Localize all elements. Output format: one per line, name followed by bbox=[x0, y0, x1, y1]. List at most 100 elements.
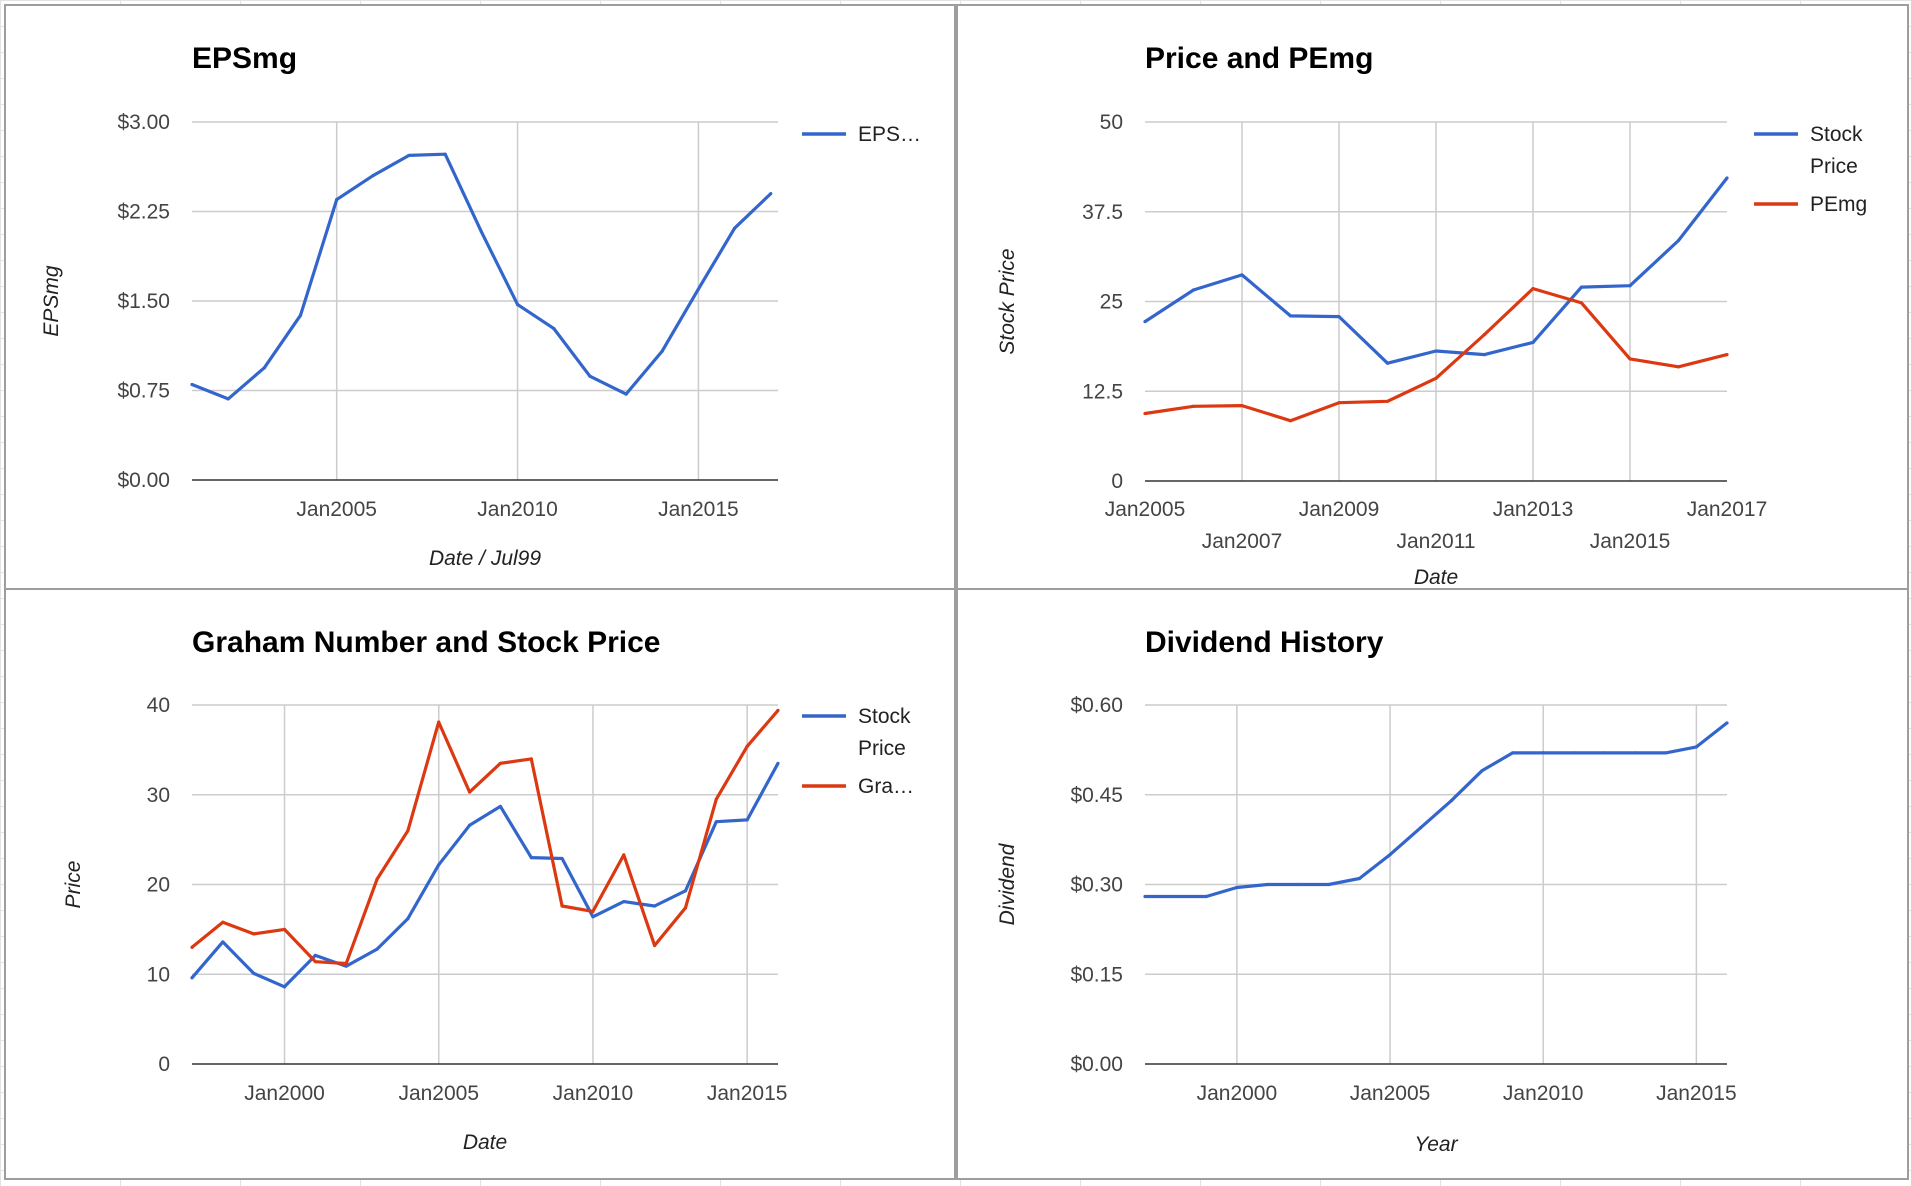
data-point[interactable] bbox=[714, 797, 718, 801]
series-line[interactable] bbox=[191, 152, 772, 401]
data-point[interactable] bbox=[591, 915, 595, 919]
data-point[interactable] bbox=[745, 818, 749, 822]
data-point[interactable] bbox=[1240, 273, 1244, 277]
data-point[interactable] bbox=[313, 953, 317, 958]
data-point[interactable] bbox=[1482, 332, 1487, 337]
data-point[interactable] bbox=[498, 761, 503, 765]
data-point[interactable] bbox=[591, 909, 595, 914]
data-point[interactable] bbox=[221, 940, 225, 944]
data-point[interactable] bbox=[1579, 301, 1584, 305]
data-point[interactable] bbox=[313, 960, 317, 964]
data-point[interactable] bbox=[406, 917, 410, 921]
data-point[interactable] bbox=[1572, 751, 1576, 755]
data-point[interactable] bbox=[1143, 411, 1147, 416]
data-point[interactable] bbox=[1628, 284, 1632, 288]
data-point[interactable] bbox=[1664, 751, 1668, 755]
data-point[interactable] bbox=[1434, 349, 1438, 353]
legend-entry[interactable]: Price bbox=[858, 737, 906, 760]
data-point[interactable] bbox=[1288, 314, 1293, 318]
data-point[interactable] bbox=[1191, 404, 1196, 408]
data-point[interactable] bbox=[1385, 399, 1390, 403]
data-point[interactable] bbox=[1579, 285, 1584, 289]
data-point[interactable] bbox=[1482, 353, 1487, 357]
data-point[interactable] bbox=[622, 899, 626, 904]
data-point[interactable] bbox=[529, 855, 533, 860]
data-point[interactable] bbox=[653, 943, 657, 948]
data-point[interactable] bbox=[298, 313, 303, 317]
data-point[interactable] bbox=[560, 904, 564, 908]
data-point[interactable] bbox=[467, 823, 472, 827]
data-point[interactable] bbox=[1628, 357, 1632, 361]
data-point[interactable] bbox=[1676, 365, 1681, 369]
data-point[interactable] bbox=[407, 153, 411, 158]
chart-panel-dividend-history[interactable]: Dividend History $0.00 $0.15 $0.30 $0.45 $0.6… bbox=[956, 588, 1909, 1180]
data-point[interactable] bbox=[1337, 314, 1341, 319]
data-point[interactable] bbox=[1327, 882, 1331, 887]
data-point[interactable] bbox=[660, 349, 664, 353]
data-point[interactable] bbox=[1235, 885, 1239, 890]
data-point[interactable] bbox=[1676, 238, 1681, 243]
chart-panel-epsmg[interactable]: EPSmg $0.00 $0.75 $1.50 $2.25 $3.00 Jan2005 Jan… bbox=[4, 4, 956, 592]
data-point[interactable] bbox=[1296, 882, 1300, 887]
data-point[interactable] bbox=[221, 920, 225, 924]
data-point[interactable] bbox=[515, 302, 520, 307]
data-point[interactable] bbox=[252, 971, 256, 975]
data-point[interactable] bbox=[437, 863, 441, 867]
data-point[interactable] bbox=[190, 382, 194, 387]
data-point[interactable] bbox=[1449, 799, 1453, 803]
data-point[interactable] bbox=[714, 820, 718, 824]
data-point[interactable] bbox=[282, 927, 287, 931]
data-point[interactable] bbox=[1143, 894, 1147, 899]
data-point[interactable] bbox=[252, 932, 256, 936]
data-point[interactable] bbox=[1191, 288, 1196, 292]
data-point[interactable] bbox=[776, 761, 780, 765]
data-point[interactable] bbox=[406, 829, 410, 833]
data-point[interactable] bbox=[776, 708, 780, 712]
legend-entry[interactable]: Price bbox=[1810, 155, 1858, 178]
data-point[interactable] bbox=[1434, 376, 1438, 380]
data-point[interactable] bbox=[1602, 751, 1607, 755]
data-point[interactable] bbox=[371, 174, 375, 178]
data-point[interactable] bbox=[1531, 286, 1535, 291]
data-point[interactable] bbox=[498, 804, 503, 809]
data-point[interactable] bbox=[1143, 320, 1147, 324]
data-point[interactable] bbox=[560, 856, 564, 861]
series-line[interactable] bbox=[1145, 721, 1728, 899]
data-point[interactable] bbox=[1337, 401, 1341, 405]
data-point[interactable] bbox=[622, 853, 626, 857]
data-point[interactable] bbox=[375, 877, 379, 881]
data-point[interactable] bbox=[344, 961, 348, 966]
data-point[interactable] bbox=[1357, 876, 1362, 881]
series-line[interactable] bbox=[190, 762, 780, 989]
data-point[interactable] bbox=[732, 226, 737, 230]
data-point[interactable] bbox=[745, 744, 749, 748]
legend-entry[interactable]: Stock bbox=[858, 705, 911, 728]
data-point[interactable] bbox=[588, 374, 592, 378]
data-point[interactable] bbox=[1265, 882, 1270, 887]
data-point[interactable] bbox=[624, 392, 628, 396]
legend-entry[interactable]: Gra… bbox=[858, 775, 914, 798]
data-point[interactable] bbox=[1725, 176, 1729, 180]
data-point[interactable] bbox=[1388, 852, 1392, 857]
data-point[interactable] bbox=[1385, 361, 1390, 365]
data-point[interactable] bbox=[262, 366, 266, 370]
data-point[interactable] bbox=[479, 230, 483, 234]
data-point[interactable] bbox=[683, 906, 688, 910]
data-point[interactable] bbox=[769, 192, 773, 196]
series-line[interactable] bbox=[190, 709, 780, 966]
data-point[interactable] bbox=[467, 790, 472, 794]
legend-entry[interactable]: Stock bbox=[1810, 123, 1863, 146]
data-point[interactable] bbox=[683, 889, 688, 893]
data-point[interactable] bbox=[1541, 751, 1545, 755]
legend-entry[interactable]: PEmg bbox=[1810, 193, 1867, 216]
data-point[interactable] bbox=[443, 152, 447, 156]
data-point[interactable] bbox=[282, 985, 287, 989]
data-point[interactable] bbox=[190, 945, 194, 949]
data-point[interactable] bbox=[1480, 769, 1484, 773]
data-point[interactable] bbox=[344, 964, 348, 968]
data-point[interactable] bbox=[1633, 751, 1637, 755]
data-point[interactable] bbox=[1510, 751, 1515, 755]
data-point[interactable] bbox=[696, 287, 701, 291]
data-point[interactable] bbox=[1694, 745, 1698, 749]
chart-panel-graham-number[interactable]: Graham Number and Stock Price 0 10 20 30 40 Ja… bbox=[4, 588, 956, 1180]
